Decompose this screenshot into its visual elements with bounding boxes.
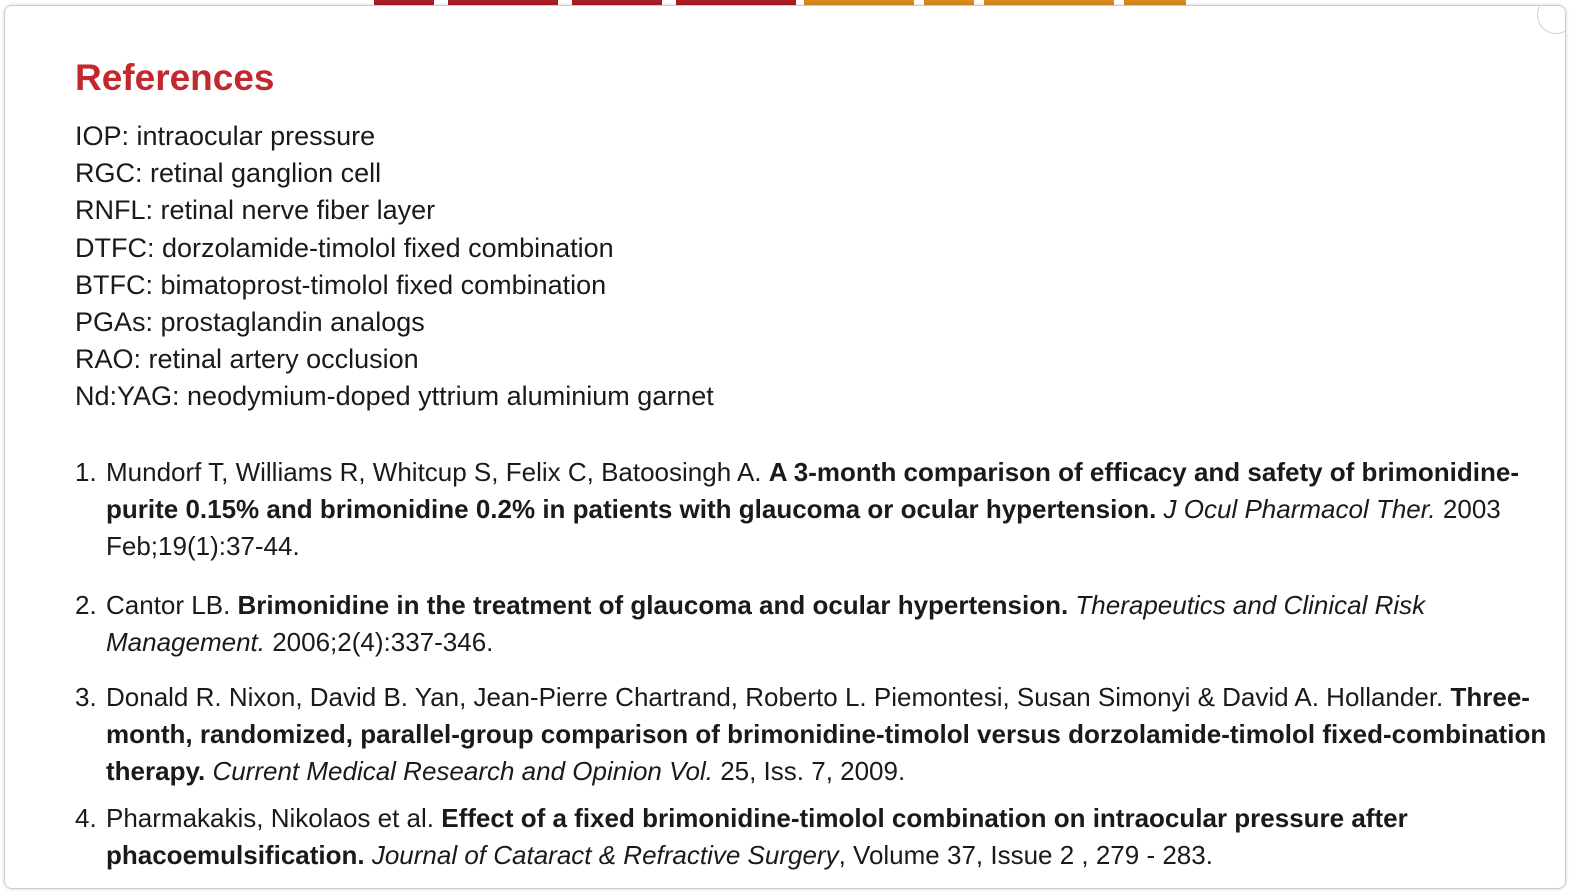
reference-journal: Journal of Cataract & Refractive Surgery <box>364 840 839 870</box>
reference-number: 3. <box>75 682 97 712</box>
abbreviation-list: IOP: intraocular pressure RGC: retinal ga… <box>75 118 714 416</box>
reference-authors: Donald R. Nixon, David B. Yan, Jean-Pier… <box>106 682 1451 712</box>
reference-authors: Cantor LB. <box>106 590 238 620</box>
reference-number: 2. <box>75 590 97 620</box>
abbreviation-item: PGAs: prostaglandin analogs <box>75 307 425 338</box>
reference-item: 4. Pharmakakis, Nikolaos et al. Effect of… <box>75 800 1555 874</box>
references-panel: References IOP: intraocular pressure RGC:… <box>4 5 1566 889</box>
abbreviation-item: DTFC: dorzolamide-timolol fixed combinat… <box>75 232 614 263</box>
abbreviation-item: RGC: retinal ganglion cell <box>75 158 382 189</box>
page-title: References <box>75 57 275 98</box>
reference-journal: J Ocul Pharmacol Ther. <box>1156 494 1436 524</box>
abbreviation-item: Nd:YAG: neodymium-doped yttrium aluminiu… <box>75 381 714 412</box>
reference-number: 1. <box>75 457 97 487</box>
reference-journal: Current Medical Research and Opinion Vol… <box>205 756 713 786</box>
header-decoration <box>374 0 1186 8</box>
reference-list: 1. Mundorf T, Williams R, Whitcup S, Feli… <box>75 454 1555 874</box>
reference-journal: Therapeutics and Clinical Risk Managemen… <box>106 590 1426 657</box>
reference-details: 2006;2(4):337-346. <box>264 627 494 657</box>
reference-item: 1. Mundorf T, Williams R, Whitcup S, Feli… <box>75 454 1555 565</box>
reference-title: Effect of a fixed brimonidine-timolol co… <box>106 803 1408 870</box>
reference-title: Three-month, randomized, parallel-group … <box>106 682 1547 786</box>
reference-title: A 3-month comparison of efficacy and saf… <box>106 457 1519 524</box>
reference-item: 3. Donald R. Nixon, David B. Yan, Jean-Pi… <box>75 679 1555 790</box>
reference-details: 2003 Feb;19(1):37-44. <box>106 494 1501 561</box>
abbreviation-item: RAO: retinal artery occlusion <box>75 344 419 375</box>
abbreviation-item: BTFC: bimatoprost-timolol fixed combinat… <box>75 269 607 300</box>
corner-circle-icon[interactable] <box>1537 6 1565 34</box>
reference-title: Brimonidine in the treatment of glaucoma… <box>237 590 1069 620</box>
reference-authors: Pharmakakis, Nikolaos et al. <box>106 803 442 833</box>
reference-number: 4. <box>75 803 97 833</box>
abbreviation-item: IOP: intraocular pressure <box>75 121 376 151</box>
reference-item: 2. Cantor LB. Brimonidine in the treatmen… <box>75 587 1555 661</box>
reference-authors: Mundorf T, Williams R, Whitcup S, Felix … <box>106 457 769 487</box>
reference-details: 25, Iss. 7, 2009. <box>712 756 906 786</box>
reference-details: , Volume 37, Issue 2 , 279 - 283. <box>838 840 1213 870</box>
abbreviation-item: RNFL: retinal nerve fiber layer <box>75 195 436 226</box>
